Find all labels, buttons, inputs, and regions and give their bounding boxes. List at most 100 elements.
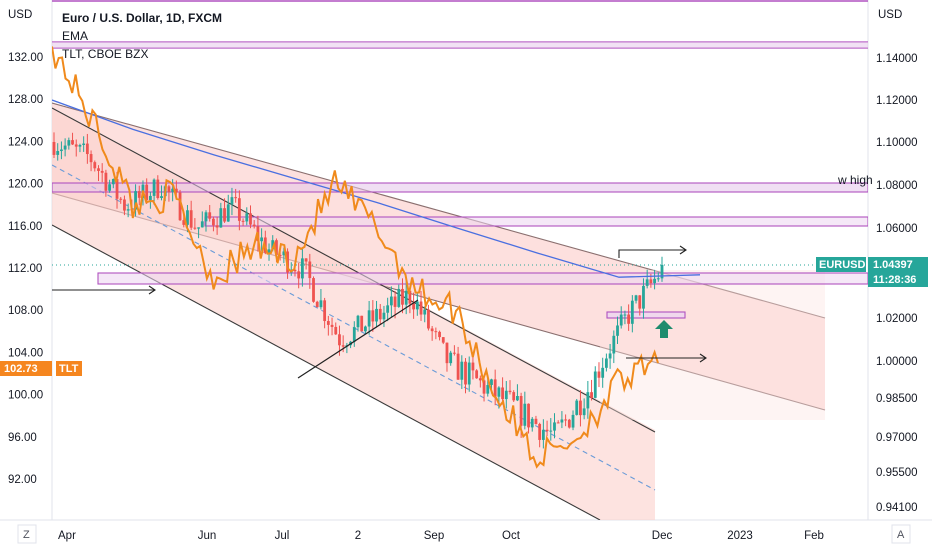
left-tick-label: 116.00 — [8, 221, 42, 233]
candle-body — [249, 213, 252, 225]
arrow-parity — [626, 353, 707, 363]
candle-body — [156, 179, 160, 198]
candle-body — [549, 430, 553, 432]
candle-body — [630, 300, 634, 324]
candle-body — [382, 312, 386, 320]
right-axis: 1.140001.120001.100001.080001.060001.040… — [876, 53, 918, 514]
left-tick-label: 132.00 — [8, 52, 43, 64]
time-tick-label: Feb — [804, 530, 824, 542]
candle-body — [230, 197, 234, 205]
candle-body — [412, 303, 416, 310]
candle-body — [653, 278, 656, 284]
right-tick-label: 0.95500 — [876, 467, 918, 479]
candle-body — [430, 328, 434, 332]
candle-body — [134, 191, 137, 210]
left-tick-label: 104.00 — [8, 347, 43, 359]
candle-body — [330, 324, 334, 327]
time-axis: Apr Jun Jul 2 Sep Oct Dec 2023 Feb — [58, 530, 824, 542]
candle-body — [204, 212, 208, 222]
candle-body — [367, 310, 371, 327]
left-tick-label: 112.00 — [8, 263, 42, 275]
candle-body — [241, 220, 245, 222]
candle-body — [601, 367, 605, 378]
candle-body — [415, 301, 419, 310]
candle-body — [553, 422, 556, 431]
candle-body — [74, 144, 78, 147]
candle-body — [260, 237, 264, 242]
candle-body — [604, 358, 608, 368]
ema-line — [52, 99, 701, 278]
candle-body — [456, 353, 460, 380]
candle-body — [152, 179, 156, 196]
candle-body — [571, 414, 575, 428]
candle-body — [638, 295, 642, 309]
left-tick-label: 108.00 — [8, 305, 43, 317]
candle-body — [360, 315, 364, 332]
candle-body — [393, 296, 397, 307]
candle-body — [78, 144, 82, 147]
candle-body — [126, 209, 130, 211]
tlt-price-value: 102.73 — [4, 363, 38, 375]
candle-body — [475, 370, 479, 379]
right-tick-label: 0.94100 — [876, 502, 918, 514]
candle-body — [627, 314, 631, 324]
candle-body — [375, 308, 378, 322]
zone-mid — [204, 216, 868, 227]
candle-body — [312, 278, 315, 302]
candle-body — [338, 334, 341, 346]
candle-body — [71, 140, 74, 145]
zone-week-high — [52, 182, 868, 193]
candle-body — [300, 258, 304, 279]
tlt-price-tag: 102.73 TLT — [0, 361, 82, 376]
time-tick-label: Apr — [58, 530, 76, 542]
time-tick-label: 2 — [355, 530, 361, 542]
up-arrow-icon — [655, 320, 673, 338]
eurusd-symbol-label: EURUSD — [819, 259, 866, 271]
overlay-label: TLT, CBOE BZX — [62, 47, 148, 61]
left-axis-unit: USD — [8, 9, 32, 21]
candle-body — [527, 403, 530, 428]
candle-body — [89, 154, 93, 163]
candle-body — [608, 353, 612, 359]
candle-body — [297, 271, 301, 279]
right-tick-label: 0.98500 — [876, 393, 918, 405]
candle-body — [656, 278, 660, 280]
candle-body — [486, 384, 490, 394]
auto-scale-button[interactable]: A — [891, 524, 911, 544]
candle-body — [590, 392, 593, 398]
candle-body — [189, 210, 193, 228]
candle-body — [323, 300, 327, 322]
candle-body — [223, 208, 226, 222]
candle-body — [197, 227, 200, 229]
right-tick-label: 1.14000 — [876, 53, 918, 65]
candle-body — [634, 295, 638, 301]
week-high-label: w high — [837, 173, 873, 187]
candle-body — [575, 400, 579, 415]
candle-body — [471, 362, 475, 371]
candle-body — [467, 362, 471, 385]
candle-body — [215, 225, 219, 228]
candle-body — [275, 240, 278, 255]
candle-body — [252, 224, 256, 227]
candle-body — [364, 326, 367, 332]
zoom-button[interactable]: Z — [17, 524, 37, 544]
candle-body — [67, 140, 71, 146]
candle-body — [160, 196, 163, 198]
right-tick-label: 1.02000 — [876, 313, 918, 325]
right-shading — [600, 270, 825, 420]
candle-body — [504, 390, 508, 400]
candle-body — [649, 279, 653, 284]
candle-body — [501, 387, 504, 400]
lower-channel — [52, 108, 655, 520]
arrow-left-zone — [52, 285, 156, 295]
candle-body — [530, 418, 534, 428]
candle-body — [660, 264, 664, 279]
chart-title: Euro / U.S. Dollar, 1D, FXCM — [62, 11, 222, 25]
candle-body — [519, 396, 523, 426]
candle-body — [315, 301, 319, 308]
right-tick-label: 1.12000 — [876, 95, 918, 107]
right-tick-label: 1.10000 — [876, 137, 918, 149]
candle-body — [423, 309, 427, 315]
candle-body — [452, 352, 456, 354]
